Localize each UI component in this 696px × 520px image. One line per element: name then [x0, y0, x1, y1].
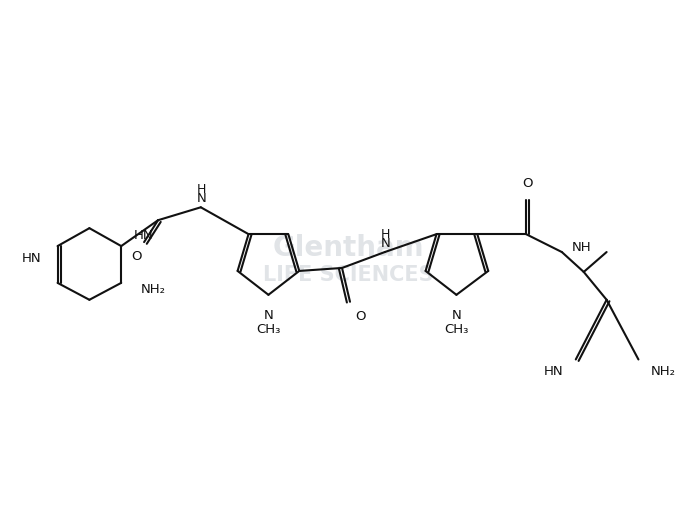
Text: N: N [452, 309, 461, 322]
Text: N: N [381, 237, 390, 250]
Text: CH₃: CH₃ [444, 323, 468, 336]
Text: O: O [131, 250, 141, 263]
Text: O: O [355, 310, 365, 323]
Text: CH₃: CH₃ [256, 323, 280, 336]
Text: Glentham: Glentham [272, 234, 424, 262]
Text: H: H [197, 184, 207, 197]
Text: NH: NH [572, 241, 592, 254]
Text: HN: HN [134, 229, 154, 242]
Text: NH₂: NH₂ [650, 366, 675, 379]
Text: H: H [381, 228, 390, 241]
Text: N: N [264, 309, 274, 322]
Text: HN: HN [544, 366, 564, 379]
Text: HN: HN [22, 252, 42, 265]
Text: LIFE SCIENCES: LIFE SCIENCES [262, 265, 434, 285]
Text: NH₂: NH₂ [141, 283, 166, 296]
Text: N: N [197, 192, 207, 205]
Text: O: O [522, 177, 532, 190]
